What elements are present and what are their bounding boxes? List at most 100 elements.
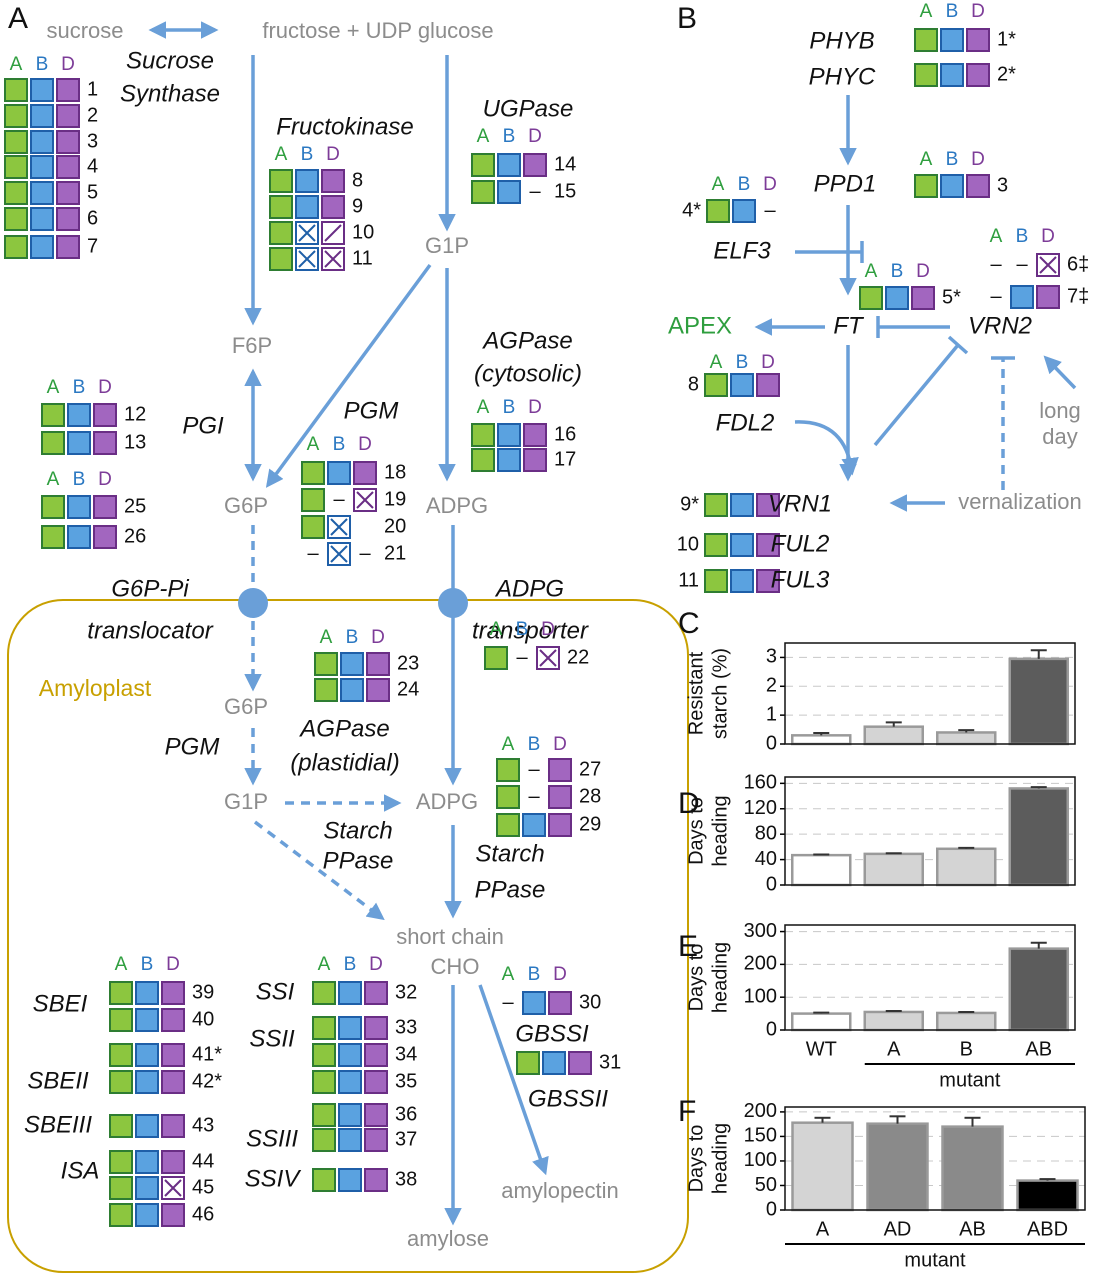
genome-header: A <box>115 954 128 975</box>
bar <box>863 852 924 887</box>
genome-header: B <box>141 954 154 975</box>
gene-cell <box>321 195 345 219</box>
y-axis-label: heading <box>709 795 731 866</box>
gene-cell <box>312 1128 336 1152</box>
gene-cell <box>366 678 390 702</box>
gene-number: 4 <box>87 155 98 177</box>
gene-cell <box>56 235 80 259</box>
gene-cell <box>730 373 754 397</box>
genome-header: A <box>318 954 331 975</box>
genome-header: B <box>946 149 959 170</box>
gene-cell <box>312 1043 336 1067</box>
genome-header: D <box>98 377 112 398</box>
y-tick-label: 1 <box>766 703 777 725</box>
gene-cell <box>67 495 91 519</box>
genome-header: D <box>553 964 567 985</box>
gene-number: 3 <box>997 174 1008 196</box>
gene-cell <box>135 981 159 1005</box>
y-axis-label: Days to <box>685 797 707 865</box>
gene-cell <box>135 1043 159 1067</box>
gene-cell <box>364 1168 388 1192</box>
genome-header: A <box>502 964 515 985</box>
gene-number: 36 <box>395 1103 417 1125</box>
metabolite: G1P <box>224 789 268 814</box>
gene-cell <box>93 431 117 455</box>
gene-cell <box>109 981 133 1005</box>
gene-cell <box>161 1070 185 1094</box>
y-axis-label: heading <box>709 942 731 1013</box>
gene-cell <box>940 63 964 87</box>
gene-cell <box>109 1070 133 1094</box>
gene-number: 13 <box>124 431 146 453</box>
gene-cell <box>67 403 91 427</box>
genome-header: D <box>528 126 542 147</box>
gene-cell <box>1010 285 1034 309</box>
enzyme: GBSSI <box>515 1020 589 1047</box>
gene-cell <box>704 533 728 557</box>
gene-cell <box>548 991 572 1015</box>
enzyme: SBEIII <box>24 1111 92 1138</box>
genome-header: A <box>920 1 933 22</box>
gene-number: 14 <box>554 153 576 175</box>
gene-cell <box>364 1016 388 1040</box>
gene-name: FUL2 <box>771 530 830 557</box>
gene-cell <box>4 235 28 259</box>
gene-cell <box>340 678 364 702</box>
gene-number: 33 <box>395 1016 417 1038</box>
gene-cell <box>338 1043 362 1067</box>
metabolite: amylose <box>407 1226 489 1251</box>
genome-header: A <box>47 469 60 490</box>
genome-header: A <box>307 434 320 455</box>
gene-number: 24 <box>397 678 419 700</box>
genome-header: B <box>73 469 86 490</box>
gene-cell <box>730 569 754 593</box>
gene-deleted: – <box>516 646 528 668</box>
genome-header: B <box>344 954 357 975</box>
gene-cell <box>523 448 547 472</box>
apex-label: APEX <box>668 312 732 339</box>
gene-cell <box>321 169 345 193</box>
gene-cell <box>914 63 938 87</box>
gene-cell <box>340 652 364 676</box>
enzyme: Sucrose <box>126 47 214 74</box>
x-tick-label: AB <box>959 1218 986 1240</box>
gene-cell <box>496 758 520 782</box>
gene-number: 7 <box>87 235 98 257</box>
bar <box>791 1121 854 1212</box>
genome-header: B <box>503 126 516 147</box>
gene-cell <box>295 195 319 219</box>
enzyme: UGPase <box>483 95 574 122</box>
gene-number: 40 <box>192 1008 214 1030</box>
gene-deleted: – <box>333 488 345 510</box>
gene-cell <box>67 525 91 549</box>
gene-cell <box>4 155 28 179</box>
gene-cell <box>93 495 117 519</box>
gene-cell <box>756 493 780 517</box>
gene-name: ELF3 <box>713 237 771 264</box>
enzyme: PGI <box>182 412 224 439</box>
metabolite: fructose + UDP glucose <box>262 18 493 43</box>
signal: long <box>1039 398 1081 423</box>
amyloplast-border <box>7 599 689 1273</box>
y-tick-label: 100 <box>744 1149 777 1171</box>
gene-deleted: – <box>502 991 514 1013</box>
gene-deleted: – <box>990 285 1002 307</box>
gene-deleted: – <box>990 253 1002 275</box>
genome-header: D <box>326 144 340 165</box>
gene-number: 31 <box>599 1051 621 1073</box>
gene-cell <box>523 423 547 447</box>
gene-number: 11 <box>678 569 699 591</box>
plot-frame <box>784 642 1076 745</box>
gene-cell <box>301 488 325 512</box>
metabolite: CHO <box>431 954 480 979</box>
genome-header: B <box>528 734 541 755</box>
gene-cell <box>364 1128 388 1152</box>
gene-cell <box>41 431 65 455</box>
gene-cell <box>314 678 338 702</box>
gene-number: 46 <box>192 1203 214 1225</box>
gene-cell-cross <box>324 250 342 268</box>
gene-number: 18 <box>384 461 406 483</box>
gene-cell <box>30 104 54 128</box>
gene-cell <box>4 78 28 102</box>
y-tick-label: 0 <box>766 1198 777 1220</box>
